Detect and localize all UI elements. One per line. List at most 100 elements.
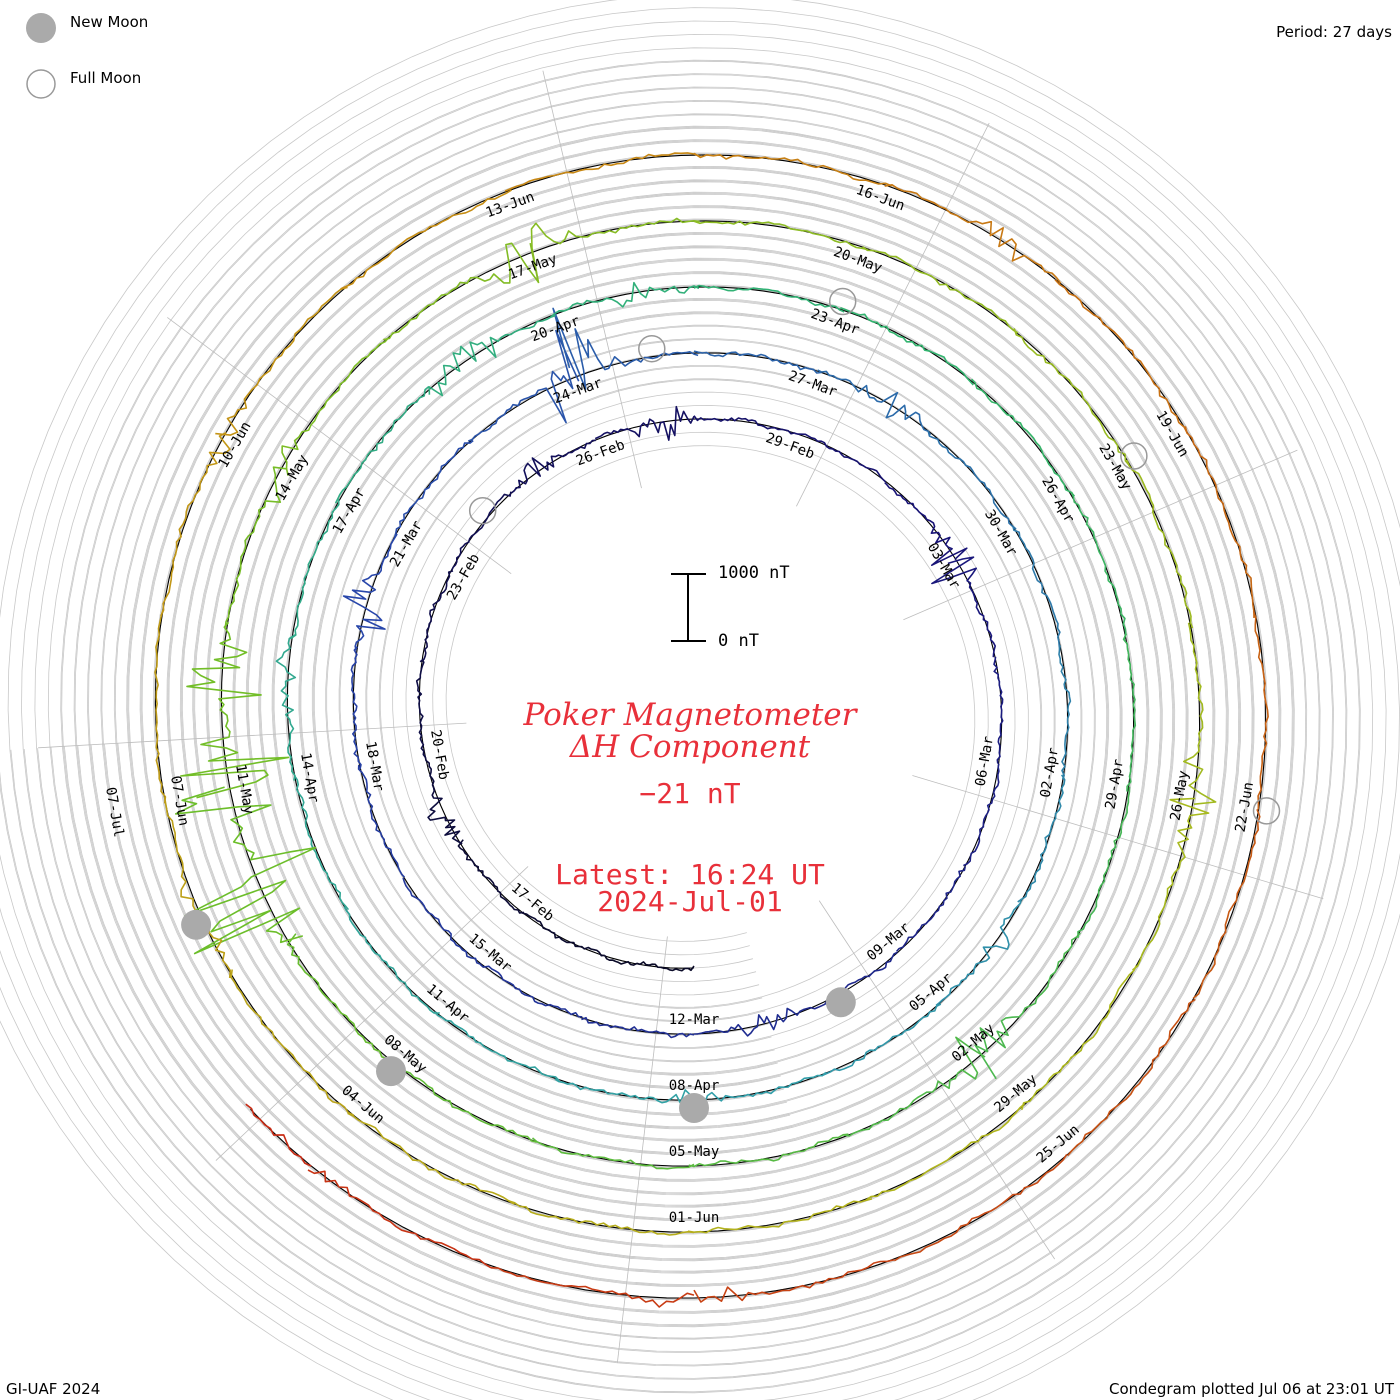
delta-h-trace-segment <box>423 754 463 845</box>
delta-h-trace-segment <box>451 491 512 571</box>
delta-h-trace-segment <box>245 1103 312 1167</box>
delta-h-trace-segment <box>552 307 699 390</box>
delta-h-trace-segment <box>531 1137 695 1170</box>
grid-spoke <box>542 70 642 489</box>
delta-h-trace-segment <box>1067 998 1196 1157</box>
grid-spoke <box>167 317 512 575</box>
delta-h-trace-segment <box>689 1071 827 1108</box>
new-moon-marker <box>376 1056 406 1087</box>
full-moon-legend-label: Full Moon <box>70 69 142 87</box>
date-tick-label: 12-Mar <box>669 1012 720 1028</box>
delta-h-trace-segment <box>154 609 167 804</box>
date-tick-label: 05-May <box>669 1144 720 1160</box>
delta-h-trace-segment <box>865 1103 1026 1201</box>
delta-h-trace-segment <box>554 1078 695 1107</box>
delta-h-trace-segment <box>688 1133 849 1168</box>
date-tick-label: 29-Feb <box>763 430 816 462</box>
spoke-layer <box>38 70 1324 1363</box>
full-moon-marker <box>828 287 857 316</box>
grid-spiral <box>117 181 1240 1272</box>
grid-spoke <box>617 936 668 1363</box>
grid-spiral <box>37 100 1320 1353</box>
latest-date: 2024-Jul-01 <box>597 885 783 918</box>
moon-legend <box>26 13 56 99</box>
date-tick-label: 01-Jun <box>669 1210 720 1226</box>
delta-h-trace-segment <box>163 796 232 979</box>
delta-h-trace-segment <box>693 350 822 374</box>
delta-h-trace-segment <box>693 152 893 187</box>
current-value: −21 nT <box>639 777 741 810</box>
delta-h-trace-segment <box>340 189 513 290</box>
delta-h-trace-segment <box>419 570 454 663</box>
new-moon-marker <box>181 909 212 940</box>
grid-spoke <box>796 122 990 507</box>
delta-h-trace-segment <box>504 152 701 192</box>
delta-h-trace-segment <box>1054 279 1188 434</box>
delta-h-trace-segment <box>434 1011 560 1082</box>
grid-spiral <box>77 141 1280 1312</box>
grid-spoke <box>903 449 1298 621</box>
delta-h-trace-segment <box>693 1007 804 1037</box>
date-tick-label: 02-Apr <box>1038 746 1063 799</box>
grid-spiral <box>0 20 1400 1400</box>
delta-h-trace-segment <box>391 1060 537 1143</box>
delta-h-trace-segment <box>840 306 974 386</box>
moon-marker-layer <box>181 287 1281 1123</box>
grid-spiral <box>23 87 1333 1366</box>
full-moon-marker <box>1120 442 1148 470</box>
full-moon-marker <box>638 334 666 363</box>
delta-h-trace-segment <box>935 898 1023 1007</box>
delta-h-trace-segment <box>350 646 362 770</box>
delta-h-trace-segment <box>931 556 996 658</box>
new-moon-legend-icon <box>26 13 56 43</box>
full-moon-marker <box>468 496 497 525</box>
delta-h-trace-segment <box>842 1036 986 1137</box>
grid-spiral <box>0 60 1360 1393</box>
delta-h-trace-segment <box>693 284 845 313</box>
delta-h-trace-segment <box>1122 633 1137 792</box>
chart-title: Poker Magnetometer <box>523 697 857 733</box>
delta-h-trace-segment <box>693 415 796 435</box>
delta-h-trace-segment <box>794 432 887 483</box>
delta-h-trace-segment <box>1017 774 1066 903</box>
latest-time: Latest: 16:24 UT <box>555 858 825 891</box>
full-moon-legend-icon <box>26 69 56 99</box>
delta-h-trace-segment <box>224 466 288 628</box>
delta-h-trace-segment <box>693 1259 895 1303</box>
delta-h-trace-segment <box>281 336 390 476</box>
delta-h-trace-segment <box>175 786 317 955</box>
date-tick-label: 03-Mar <box>924 540 963 592</box>
full-moon-marker <box>1252 797 1281 825</box>
delta-h-trace-segment <box>594 405 695 441</box>
delta-h-trace-segment <box>275 634 297 781</box>
delta-h-trace-segment <box>490 1267 695 1308</box>
delta-h-trace-segment <box>415 658 427 758</box>
delta-h-trace-segment <box>1126 459 1194 629</box>
delta-h-trace-segment <box>693 220 868 251</box>
grid-spiral <box>64 127 1293 1326</box>
delta-h-trace-segment <box>457 839 525 914</box>
grid-spoke <box>38 722 467 749</box>
delta-h-trace-segment <box>286 933 397 1066</box>
delta-h-trace-segment <box>1058 645 1072 780</box>
delta-h-trace-segment <box>347 1112 515 1205</box>
delta-h-trace-segment <box>1070 491 1127 640</box>
grid-spiral <box>10 74 1347 1379</box>
delta-h-trace-segment <box>862 246 1019 334</box>
delta-h-trace-segment <box>393 439 474 538</box>
delta-h-trace-segment <box>342 533 398 651</box>
grid-spiral <box>0 33 1387 1400</box>
credit-label: GI-UAF 2024 <box>6 1380 101 1398</box>
date-tick-label: 27-Mar <box>786 368 839 400</box>
delta-h-trace-segment <box>821 1003 942 1077</box>
delta-h-trace-segment <box>289 499 340 640</box>
delta-h-trace-segment <box>334 385 430 504</box>
delta-h-trace-segment <box>428 314 556 397</box>
grid-spiral <box>0 47 1374 1400</box>
delta-h-trace-segment <box>511 439 596 494</box>
delta-h-trace-segment <box>1183 622 1217 805</box>
delta-h-trace-segment <box>1020 965 1138 1111</box>
delta-h-trace-segment <box>884 184 1062 284</box>
plotted-timestamp: Condegram plotted Jul 06 at 23:01 UT <box>1108 1380 1394 1398</box>
